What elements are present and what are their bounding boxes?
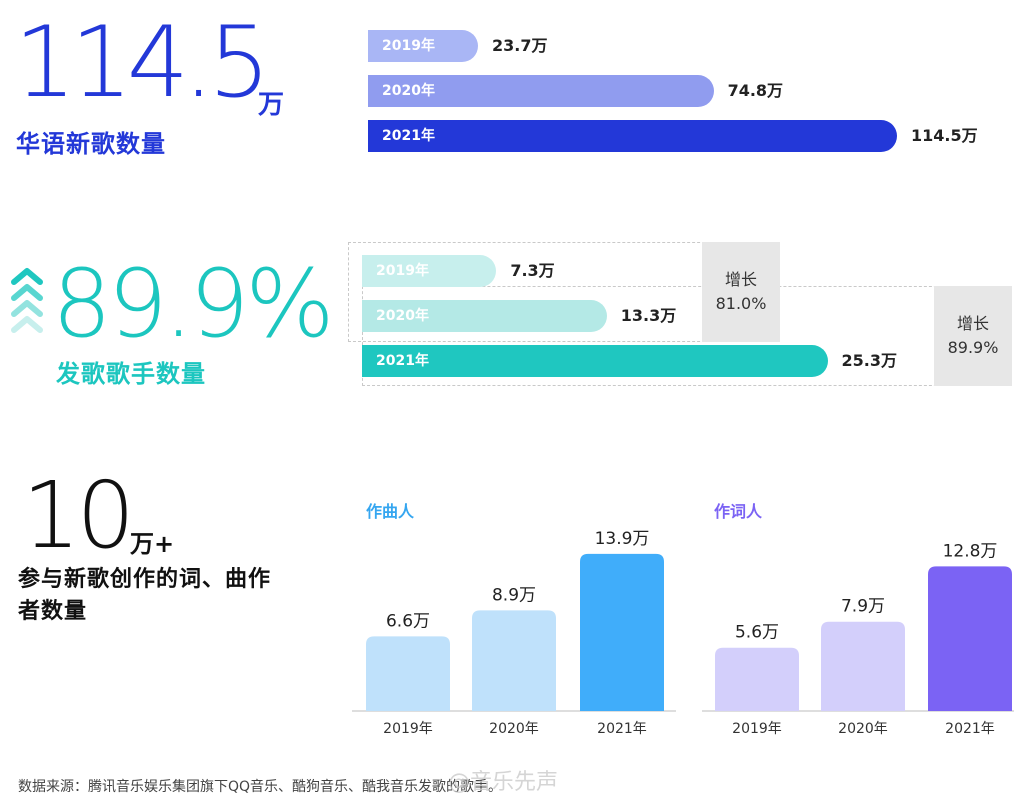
tick-label: 2021年 <box>597 721 647 737</box>
growth-title: 增长 <box>956 314 989 333</box>
singers-bar-2019: 2019年 <box>362 255 497 287</box>
bar <box>580 553 664 711</box>
up-chevrons-icon <box>11 268 43 333</box>
growth-box-2021: 增长 89.9% <box>934 286 1012 386</box>
data-label: 6.6万 <box>386 611 430 631</box>
singers-growth-big-number: 89.9% <box>52 250 335 359</box>
data-label: 5.6万 <box>735 623 779 643</box>
bar <box>821 621 905 711</box>
data-label: 7.9万 <box>841 597 885 617</box>
bar <box>366 636 450 711</box>
growth-title: 增长 <box>724 270 757 289</box>
writers-big-number: 10 <box>22 462 135 569</box>
singers-bar-2021: 2021年 <box>362 345 828 377</box>
tick-label: 2019年 <box>732 721 782 737</box>
new-songs-value-label: 23.7万 <box>492 36 548 55</box>
growth-value: 81.0% <box>715 294 767 313</box>
composers-chart-title: 作曲人 <box>366 502 415 521</box>
bar <box>472 610 556 711</box>
data-source-note: 数据来源：腾讯音乐娱乐集团旗下QQ音乐、酷狗音乐、酷我音乐发歌的歌手。 <box>18 779 503 795</box>
bar <box>928 566 1012 711</box>
tick-label: 2019年 <box>383 721 433 737</box>
growth-box-2020: 增长 81.0% <box>702 242 780 342</box>
new-songs-unit: 万 <box>258 90 285 120</box>
tick-label: 2021年 <box>945 721 995 737</box>
new-songs-big-number: 114.5 <box>14 6 271 120</box>
tick-label: 2020年 <box>489 721 539 737</box>
writers-unit: 万+ <box>130 530 175 558</box>
singers-bar-2020: 2020年 <box>362 300 607 332</box>
new-songs-bar-2019: 2019年 <box>368 30 478 62</box>
bar <box>715 647 799 711</box>
growth-value: 89.9% <box>947 338 999 357</box>
singers-value-label: 25.3万 <box>841 351 897 370</box>
new-songs-label: 华语新歌数量 <box>16 130 166 158</box>
tick-label: 2020年 <box>838 721 888 737</box>
writers-label: 参与新歌创作的词、曲作者数量 <box>18 567 272 624</box>
watermark: @音乐先声 <box>448 770 559 795</box>
new-songs-bar-2020: 2020年 <box>368 75 714 107</box>
lyricists-chart-title: 作词人 <box>714 502 763 521</box>
singers-value-label: 13.3万 <box>620 306 677 325</box>
singers-value-label: 7.3万 <box>510 261 555 280</box>
data-label: 12.8万 <box>943 541 998 561</box>
new-songs-value-label: 74.8万 <box>727 81 784 100</box>
data-label: 8.9万 <box>492 585 536 605</box>
data-label: 13.9万 <box>595 529 650 549</box>
singers-label: 发歌歌手数量 <box>56 360 206 388</box>
new-songs-value-label: 114.5万 <box>910 126 978 145</box>
new-songs-bar-2021: 2021年 <box>368 120 897 152</box>
